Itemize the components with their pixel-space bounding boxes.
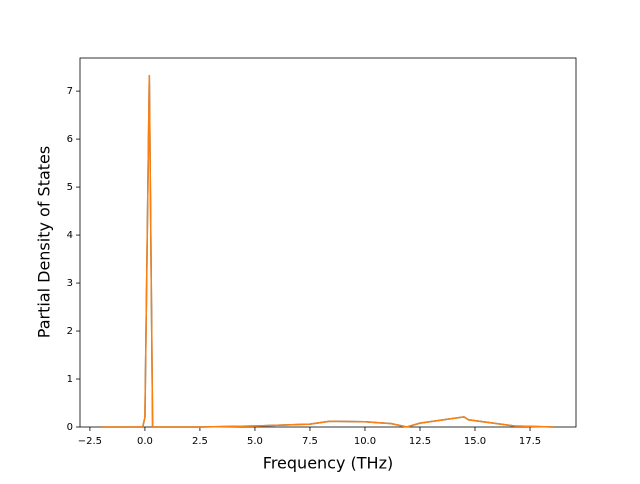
x-tick-label: 12.5 (409, 436, 431, 447)
y-tick-label: 0 (67, 422, 73, 433)
x-tick-label: 17.5 (519, 436, 541, 447)
plot-frame (79, 57, 577, 428)
x-tick-label: 7.5 (302, 436, 318, 447)
x-axis-label: Frequency (THz) (263, 454, 393, 473)
x-tick-label: 2.5 (192, 436, 208, 447)
x-tick-label: 15.0 (464, 436, 486, 447)
y-axis-label: Partial Density of States (35, 146, 54, 338)
y-tick-label: 5 (67, 182, 73, 193)
x-tick-label: 5.0 (247, 436, 263, 447)
series-line (102, 75, 555, 428)
y-tick-label: 7 (67, 86, 73, 97)
y-tick-label: 3 (67, 278, 73, 289)
x-tick-label: −2.5 (78, 436, 102, 447)
x-tick-label: 10.0 (354, 436, 376, 447)
y-tick-label: 4 (67, 230, 73, 241)
y-tick-label: 6 (67, 134, 73, 145)
y-tick-label: 1 (67, 374, 73, 385)
x-tick-label: 0.0 (137, 436, 153, 447)
y-tick-label: 2 (67, 326, 73, 337)
